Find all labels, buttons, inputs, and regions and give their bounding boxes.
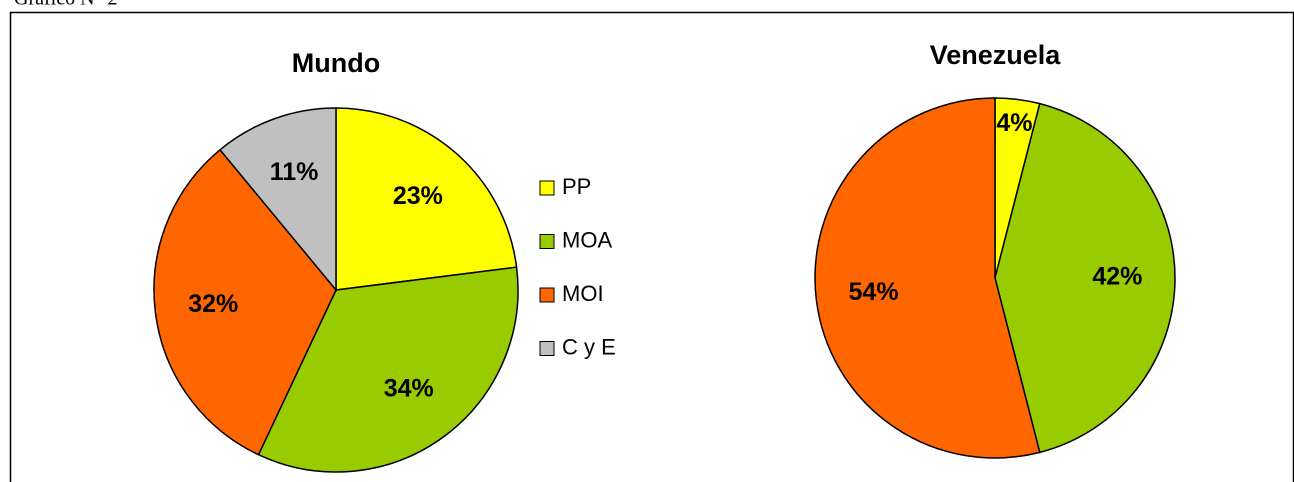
legend-label: MOA <box>562 227 612 252</box>
legend-swatch <box>539 341 555 356</box>
legend-swatch <box>539 180 555 196</box>
caption: Gráfico N° 2 <box>14 0 118 10</box>
chart-title: Venezuela <box>930 40 1062 70</box>
chart-title: Mundo <box>292 48 380 78</box>
pie-slice <box>153 148 337 456</box>
pie-slice <box>994 102 1176 454</box>
slice-label: 4% <box>996 109 1032 137</box>
legend-swatch <box>539 234 555 249</box>
legend-label: C y E <box>562 334 616 359</box>
pie-slice <box>335 107 518 291</box>
slice-label: 32% <box>188 290 238 318</box>
slice-label: 42% <box>1092 263 1142 291</box>
slice-label: 54% <box>849 278 899 306</box>
legend-label: MOI <box>562 281 604 306</box>
legend-swatch <box>539 287 555 303</box>
slice-label: 11% <box>270 158 319 186</box>
legend-label: PP <box>562 174 591 199</box>
slice-label: 23% <box>393 182 443 210</box>
pie-slice <box>218 107 337 293</box>
slice-label: 34% <box>384 375 434 403</box>
pie-slice <box>814 97 1041 459</box>
